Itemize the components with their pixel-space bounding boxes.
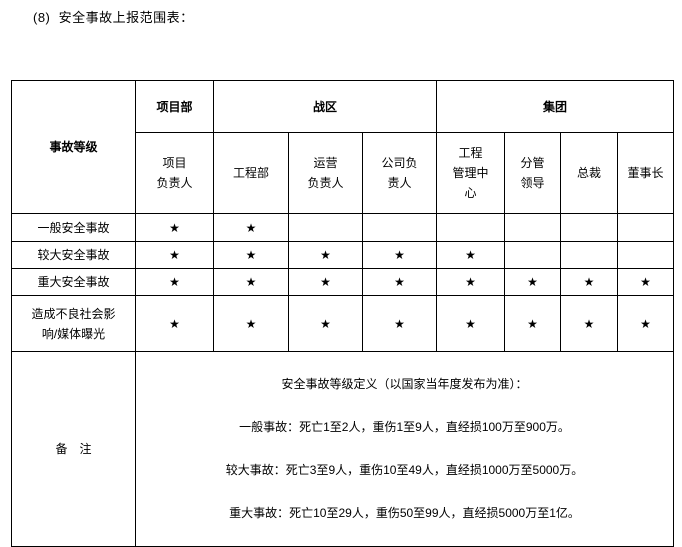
remark-line-definition: 安全事故等级定义（以国家当年度发布为准）： <box>281 377 528 391</box>
star-cell: ★ <box>135 295 214 352</box>
row-general-safety-incident: 一般安全事故 ★ ★ <box>11 213 675 242</box>
remark-label: 备 注 <box>11 351 136 547</box>
column-header-company-manager: 公司负 责人 <box>362 132 437 214</box>
row-remarks: 备 注 安全事故等级定义（以国家当年度发布为准）： 一般事故：死亡1至2人，重伤… <box>11 351 675 547</box>
row-social-impact-media-exposure: 造成不良社会影 响/媒体曝光 ★ ★ ★ ★ ★ ★ ★ ★ <box>11 295 675 352</box>
row-label: 造成不良社会影 响/媒体曝光 <box>11 295 136 352</box>
star-cell <box>288 213 363 242</box>
star-cell: ★ <box>504 268 561 296</box>
star-cell <box>560 241 618 269</box>
star-cell: ★ <box>213 213 289 242</box>
corner-header-incident-level: 事故等级 <box>11 80 136 214</box>
column-header-president: 总裁 <box>560 132 618 214</box>
star-cell: ★ <box>288 295 363 352</box>
column-header-operations-manager: 运营 负责人 <box>288 132 363 214</box>
star-cell: ★ <box>436 241 505 269</box>
row-label: 较大安全事故 <box>11 241 136 269</box>
star-cell <box>362 213 437 242</box>
star-cell: ★ <box>436 295 505 352</box>
star-cell <box>504 213 561 242</box>
column-header-row: 项目 负责人 工程部 运营 负责人 公司负 责人 工程 管理中 心 分管 领导 … <box>12 132 675 214</box>
star-cell <box>436 213 505 242</box>
document-canvas: (8) 安全事故上报范围表： 事故等级 项目部 战区 集团 项目 负责人 工程部… <box>11 10 675 547</box>
star-cell: ★ <box>213 268 289 296</box>
row-larger-safety-incident: 较大安全事故 ★ ★ ★ ★ ★ <box>11 241 675 269</box>
star-cell: ★ <box>504 295 561 352</box>
star-cell: ★ <box>135 241 214 269</box>
group-header-row: 事故等级 项目部 战区 集团 <box>11 80 675 214</box>
star-cell: ★ <box>288 241 363 269</box>
star-cell <box>616 213 675 242</box>
star-cell <box>560 213 618 242</box>
group-header-group-hq: 集团 <box>435 80 675 133</box>
remark-line-larger: 较大事故：死亡3至9人，重伤10至49人，直经损1000万至5000万。 <box>225 463 584 477</box>
column-header-deputy-leader: 分管 领导 <box>504 132 561 214</box>
star-cell: ★ <box>362 268 437 296</box>
star-cell: ★ <box>135 213 214 242</box>
group-header-war-zone: 战区 <box>213 80 437 133</box>
star-cell: ★ <box>135 268 214 296</box>
column-header-chairman: 董事长 <box>616 132 675 214</box>
column-header-engineering-dept: 工程部 <box>213 132 289 214</box>
remark-content: 安全事故等级定义（以国家当年度发布为准）： 一般事故：死亡1至2人，重伤1至9人… <box>134 351 675 547</box>
star-cell <box>504 241 561 269</box>
star-cell: ★ <box>436 268 505 296</box>
star-cell: ★ <box>560 295 618 352</box>
star-cell: ★ <box>616 268 675 296</box>
star-cell: ★ <box>288 268 363 296</box>
column-header-project-manager: 项目 负责人 <box>135 132 214 214</box>
row-label: 重大安全事故 <box>11 268 136 296</box>
star-cell: ★ <box>560 268 618 296</box>
star-cell: ★ <box>213 241 289 269</box>
group-header-project-dept: 项目部 <box>135 80 214 133</box>
column-header-engineering-mgmt-center: 工程 管理中 心 <box>436 132 505 214</box>
row-serious-safety-incident: 重大安全事故 ★ ★ ★ ★ ★ ★ ★ ★ <box>11 268 675 296</box>
star-cell <box>616 241 675 269</box>
star-cell: ★ <box>362 295 437 352</box>
remark-line-general: 一般事故：死亡1至2人，重伤1至9人，直经损100万至900万。 <box>239 420 570 434</box>
document-page: { "page": { "title": "(8) 安全事故上报范围表：" },… <box>11 10 675 547</box>
star-cell: ★ <box>362 241 437 269</box>
star-cell: ★ <box>616 295 675 352</box>
safety-report-scope-table: 事故等级 项目部 战区 集团 项目 负责人 工程部 运营 负责人 公司负 责人 … <box>11 80 675 547</box>
remark-line-serious: 重大事故：死亡10至29人，重伤50至99人，直经损5000万至1亿。 <box>229 506 580 520</box>
star-cell: ★ <box>213 295 289 352</box>
page-title: (8) 安全事故上报范围表： <box>33 10 194 25</box>
row-label: 一般安全事故 <box>11 213 136 242</box>
